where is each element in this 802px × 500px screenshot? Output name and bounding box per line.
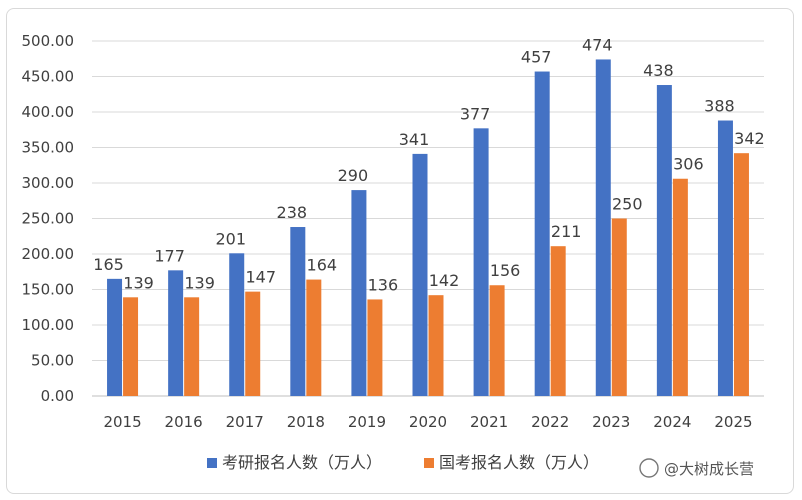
data-label-kaoyan-2021: 377 (460, 104, 491, 123)
bar-guokao-2016 (184, 297, 200, 396)
data-label-guokao-2025: 342 (734, 129, 765, 148)
data-label-guokao-2018: 164 (307, 256, 338, 275)
bar-kaoyan-2025 (717, 120, 733, 397)
data-label-guokao-2017: 147 (245, 268, 276, 287)
bar-guokao-2017 (245, 291, 261, 396)
data-label-guokao-2022: 211 (551, 222, 582, 241)
data-label-kaoyan-2016: 177 (154, 246, 185, 265)
y-tick-label: 350.00 (22, 139, 75, 157)
bar-kaoyan-2021 (473, 128, 489, 396)
x-tick-label: 2024 (653, 413, 691, 431)
bar-kaoyan-2018 (290, 227, 306, 396)
bars (107, 59, 749, 397)
y-axis-ticks: 0.00 50.00 100.00 150.00 200.00 250.00 300.00 3… (22, 32, 75, 405)
bar-guokao-2019 (367, 299, 383, 396)
bar-guokao-2015 (123, 297, 139, 396)
data-label-kaoyan-2022: 457 (521, 48, 552, 67)
y-tick-label: 400.00 (22, 103, 75, 121)
bar-kaoyan-2022 (534, 71, 550, 396)
y-tick-label: 450.00 (22, 68, 75, 86)
bar-guokao-2025 (733, 153, 749, 396)
data-label-guokao-2020: 142 (429, 271, 460, 290)
x-tick-label: 2025 (714, 413, 752, 431)
data-label-kaoyan-2023: 474 (582, 35, 613, 54)
y-tick-label: 500.00 (22, 32, 75, 50)
legend: 考研报名人数（万人） 国考报名人数（万人） (207, 453, 599, 472)
data-label-guokao-2021: 156 (490, 261, 521, 280)
data-label-guokao-2019: 136 (368, 275, 399, 294)
bar-kaoyan-2024 (656, 85, 672, 397)
bar-kaoyan-2015 (107, 278, 123, 396)
y-tick-label: 50.00 (31, 352, 74, 370)
data-label-guokao-2015: 139 (123, 273, 154, 292)
y-tick-label: 150.00 (22, 281, 75, 299)
x-tick-label: 2016 (165, 413, 203, 431)
gridlines (92, 40, 764, 397)
bar-kaoyan-2017 (229, 253, 245, 396)
data-label-kaoyan-2025: 388 (704, 97, 735, 116)
watermark-logo-icon (639, 458, 659, 478)
legend-label-kaoyan: 考研报名人数（万人） (222, 453, 382, 472)
data-label-kaoyan-2017: 201 (215, 229, 246, 248)
x-tick-label: 2023 (592, 413, 630, 431)
data-label-kaoyan-2015: 165 (93, 255, 124, 274)
bar-kaoyan-2019 (351, 190, 367, 396)
legend-label-guokao: 国考报名人数（万人） (439, 453, 599, 472)
x-tick-label: 2022 (531, 413, 569, 431)
data-label-kaoyan-2019: 290 (338, 166, 369, 185)
data-label-kaoyan-2024: 438 (643, 61, 674, 80)
bar-guokao-2022 (550, 246, 566, 396)
data-label-kaoyan-2020: 341 (399, 130, 430, 149)
bar-guokao-2023 (611, 218, 627, 396)
data-label-kaoyan-2018: 238 (277, 203, 308, 222)
bar-kaoyan-2020 (412, 153, 428, 396)
y-tick-label: 200.00 (22, 245, 75, 263)
legend-swatch-kaoyan (207, 458, 217, 468)
bar-guokao-2018 (306, 279, 322, 396)
x-tick-label: 2017 (226, 413, 264, 431)
bar-guokao-2021 (489, 285, 505, 396)
data-labels: 1651391771392011472381642901363411423771… (93, 35, 764, 294)
data-label-guokao-2024: 306 (673, 155, 704, 174)
y-tick-label: 100.00 (22, 316, 75, 334)
legend-swatch-guokao (424, 458, 434, 468)
bar-kaoyan-2016 (168, 270, 184, 396)
y-tick-label: 0.00 (41, 387, 74, 405)
x-tick-label: 2021 (470, 413, 508, 431)
x-tick-label: 2019 (348, 413, 386, 431)
bar-kaoyan-2023 (595, 59, 611, 397)
data-label-guokao-2023: 250 (612, 195, 643, 214)
y-tick-label: 250.00 (22, 210, 75, 228)
data-label-guokao-2016: 139 (184, 273, 215, 292)
x-tick-label: 2020 (409, 413, 447, 431)
y-tick-label: 300.00 (22, 174, 75, 192)
bar-guokao-2020 (428, 295, 444, 396)
watermark: @大树成长营 (664, 460, 754, 478)
x-tick-label: 2018 (287, 413, 325, 431)
bar-guokao-2024 (672, 178, 688, 396)
x-tick-label: 2015 (103, 413, 141, 431)
x-axis-ticks: 2015 2016 2017 2018 2019 2020 2021 2022 2023 2024… (103, 413, 752, 431)
